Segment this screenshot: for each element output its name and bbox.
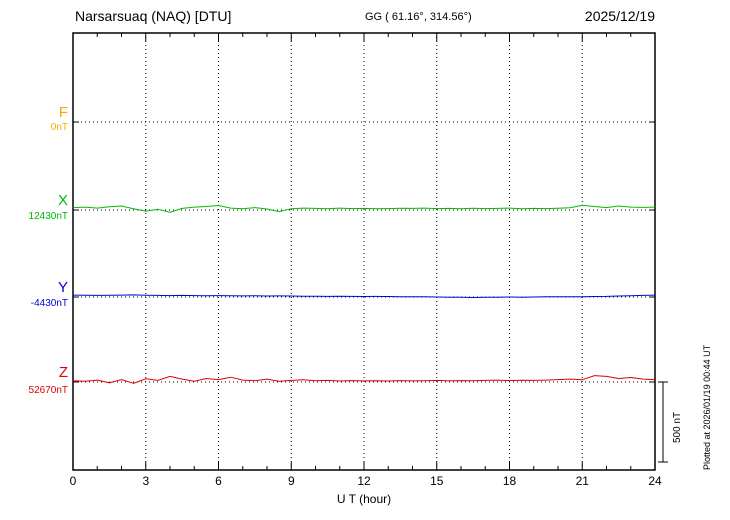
x-tick-12: 12: [357, 474, 371, 488]
trace-baseline-y: -4430nT: [30, 298, 68, 309]
x-tick-9: 9: [287, 474, 295, 488]
x-tick-15: 15: [430, 474, 444, 488]
x-tick-18: 18: [502, 474, 517, 488]
trace-baseline-z: 52670nT: [28, 385, 68, 396]
x-tick-0: 0: [69, 474, 77, 488]
x-tick-6: 6: [215, 474, 222, 488]
station-title: Narsarsuaq (NAQ) [DTU]: [75, 8, 232, 24]
geographic-coords: GG ( 61.16°, 314.56°): [365, 11, 472, 23]
trace-label-x: X: [57, 192, 68, 209]
trace-label-y: Y: [57, 279, 68, 296]
trace-baseline-f: 0nT: [50, 122, 68, 133]
trace-label-f: F: [58, 104, 68, 121]
trace-baseline-x: 12430nT: [28, 211, 68, 222]
x-tick-21: 21: [575, 474, 589, 488]
scale-bar-label: 500 nT: [672, 411, 683, 443]
plotted-at-note: Plotted at 2026/01/19 00:44 UT: [702, 344, 712, 470]
x-axis-label: U T (hour): [336, 492, 392, 506]
plot-date: 2025/12/19: [584, 8, 655, 24]
x-tick-3: 3: [142, 474, 150, 488]
trace-label-z: Z: [58, 364, 68, 381]
x-tick-24: 24: [648, 474, 662, 488]
